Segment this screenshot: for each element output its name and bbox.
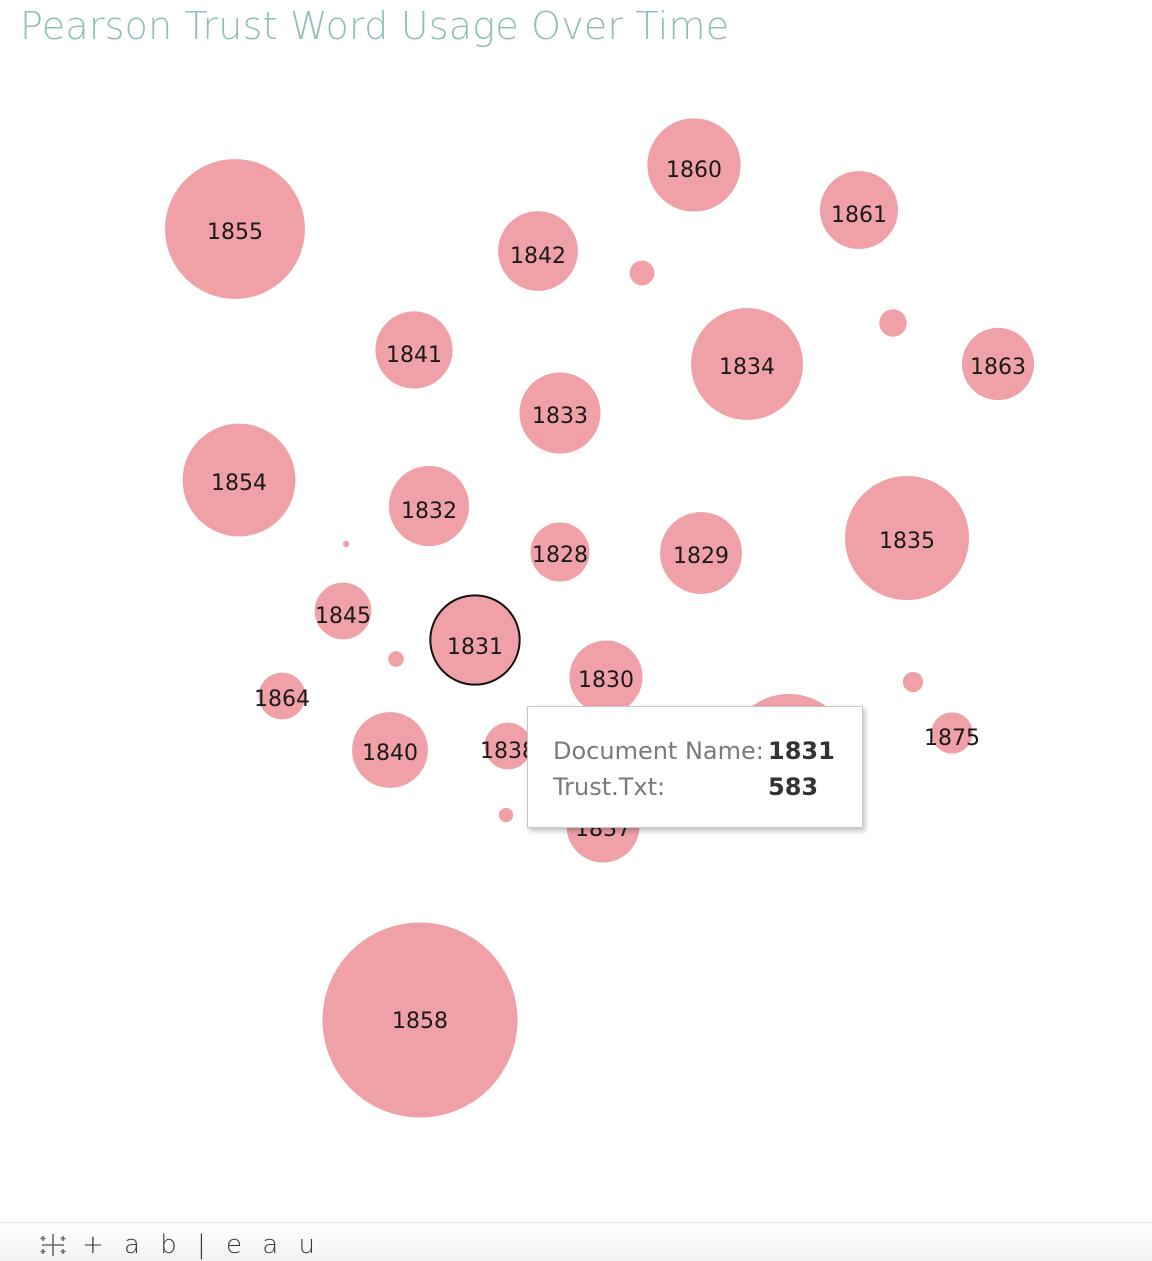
tooltip-value-value: 583 <box>768 773 819 801</box>
bubble-1863[interactable] <box>961 327 1035 401</box>
chart-title: Pearson Trust Word Usage Over Time <box>20 4 730 48</box>
bubble-1875[interactable] <box>931 712 973 754</box>
bubble-label-1855: 1855 <box>207 220 263 245</box>
bubble-1833[interactable] <box>519 372 601 454</box>
bubble-label-1830: 1830 <box>578 668 634 693</box>
bubble-label-1858: 1858 <box>392 1009 448 1034</box>
bubble-label-1841: 1841 <box>386 343 442 368</box>
bubble-label-1875: 1875 <box>924 726 980 751</box>
bubble-unlabeled[interactable] <box>342 540 350 548</box>
bubble-1835[interactable] <box>844 475 970 601</box>
tooltip-name-label: Document Name: <box>553 737 764 765</box>
bubble-1841[interactable] <box>375 311 453 389</box>
bubble-1864[interactable] <box>258 672 306 720</box>
bubble-unlabeled[interactable] <box>902 671 924 693</box>
bubble-label-1832: 1832 <box>401 499 457 524</box>
bubble-1828[interactable] <box>530 522 590 582</box>
bubble-label-1863: 1863 <box>970 355 1026 380</box>
bubble-1845[interactable] <box>314 582 372 640</box>
bubble-1838[interactable] <box>484 722 532 770</box>
bubble-1860[interactable] <box>647 118 741 212</box>
tableau-logo[interactable]: + a b | e a u <box>36 1230 321 1260</box>
bubble-1861[interactable] <box>819 170 899 250</box>
bubble-label-1829: 1829 <box>673 544 729 569</box>
bubble-label-1835: 1835 <box>879 529 935 554</box>
bubble-1834[interactable] <box>691 308 803 420</box>
tooltip: Document Name: 1831 Trust.Txt: 583 <box>527 706 863 828</box>
bubble-label-1828: 1828 <box>532 543 588 568</box>
bubble-1830[interactable] <box>569 640 643 714</box>
tooltip-value-label: Trust.Txt: <box>553 773 666 801</box>
bubble-1858[interactable] <box>322 922 518 1118</box>
tableau-wordmark: + a b | e a u <box>82 1230 321 1260</box>
bubble-unlabeled[interactable] <box>879 309 907 337</box>
bubble-1840[interactable] <box>352 712 428 788</box>
bubble-label-1834: 1834 <box>719 355 775 380</box>
bubble-1842[interactable] <box>498 211 578 291</box>
tooltip-name-value: 1831 <box>768 737 835 765</box>
bubble-label-1840: 1840 <box>362 741 418 766</box>
tableau-logo-icon <box>40 1234 66 1256</box>
tooltip-row-document-name: Document Name: 1831 <box>553 737 835 765</box>
bubble-unlabeled[interactable] <box>629 260 655 286</box>
bubble-label-1831: 1831 <box>447 635 503 660</box>
bubble-1831[interactable] <box>429 594 521 686</box>
bubble-1855[interactable] <box>165 159 305 299</box>
bubble-label-1860: 1860 <box>666 158 722 183</box>
bubble-label-1833: 1833 <box>532 404 588 429</box>
footer-bar <box>0 1222 1152 1261</box>
bubble-1832[interactable] <box>388 465 470 547</box>
tooltip-row-trust-txt: Trust.Txt: 583 <box>553 773 818 801</box>
bubble-label-1854: 1854 <box>211 471 267 496</box>
bubble-label-1861: 1861 <box>831 203 887 228</box>
bubble-label-1838: 1838 <box>480 739 536 764</box>
bubble-unlabeled[interactable] <box>498 807 514 823</box>
bubble-unlabeled[interactable] <box>388 651 404 667</box>
bubble-label-1842: 1842 <box>510 244 566 269</box>
bubble-label-1845: 1845 <box>315 604 371 629</box>
bubble-1854[interactable] <box>182 423 296 537</box>
bubble-label-1864: 1864 <box>254 687 310 712</box>
bubble-1829[interactable] <box>660 512 742 594</box>
